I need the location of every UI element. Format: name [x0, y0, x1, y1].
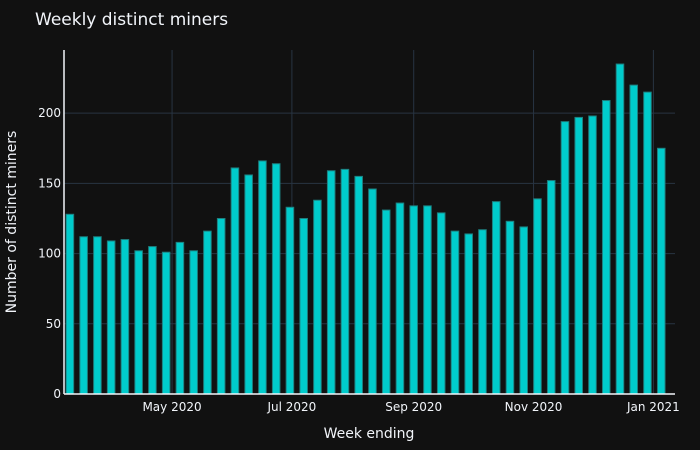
bar-series — [65, 63, 666, 395]
bar — [340, 168, 350, 395]
bar — [230, 167, 240, 395]
x-axis-label: Week ending — [324, 426, 415, 442]
bar — [65, 213, 75, 395]
bar — [326, 170, 336, 395]
bar — [588, 115, 597, 395]
chart-title: Weekly distinct miners — [35, 10, 228, 30]
bar — [93, 236, 102, 395]
bar — [423, 205, 432, 395]
x-tick-label: May 2020 — [142, 400, 201, 414]
y-axis-label: Number of distinct miners — [4, 131, 20, 314]
bar — [161, 251, 171, 395]
bar — [436, 212, 446, 395]
bar — [175, 241, 185, 395]
bar — [615, 63, 625, 395]
bar — [299, 217, 308, 395]
bar — [120, 239, 130, 395]
bar — [258, 160, 267, 395]
y-tick-label: 150 — [38, 176, 61, 190]
bar — [546, 180, 556, 395]
bar — [106, 240, 116, 395]
bar — [560, 121, 570, 395]
bar — [491, 201, 501, 395]
bar — [519, 226, 529, 395]
bar — [601, 100, 611, 395]
y-tick-label: 50 — [46, 317, 61, 331]
bar — [203, 230, 212, 395]
tick-labels: 0 50 100 150 200 May 2020 Jul 2020 Sep 2020 Nov … — [38, 106, 680, 414]
bar — [533, 198, 542, 395]
bar — [478, 229, 487, 395]
bar — [134, 250, 143, 395]
bar — [656, 147, 666, 395]
x-tick-label: Nov 2020 — [505, 400, 563, 414]
x-tick-label: Jul 2020 — [266, 400, 316, 414]
bar — [244, 174, 253, 395]
y-tick-label: 0 — [53, 387, 61, 401]
bar — [464, 233, 473, 395]
x-tick-label: Sep 2020 — [385, 400, 442, 414]
bar — [381, 209, 391, 395]
bar — [505, 220, 515, 395]
bar — [285, 206, 295, 395]
bar — [643, 91, 652, 395]
bar — [216, 217, 226, 395]
bar — [271, 163, 281, 395]
bar — [450, 230, 460, 395]
bar — [189, 250, 198, 395]
bar — [368, 188, 377, 395]
y-tick-label: 200 — [38, 106, 61, 120]
x-tick-label: Jan 2021 — [626, 400, 680, 414]
y-tick-label: 100 — [38, 247, 61, 261]
bar — [313, 199, 322, 395]
bar — [395, 202, 405, 395]
bar — [148, 246, 157, 395]
bar — [574, 116, 584, 395]
bar — [409, 205, 418, 395]
bar — [354, 175, 363, 395]
bar — [79, 236, 88, 395]
bar — [629, 84, 639, 395]
